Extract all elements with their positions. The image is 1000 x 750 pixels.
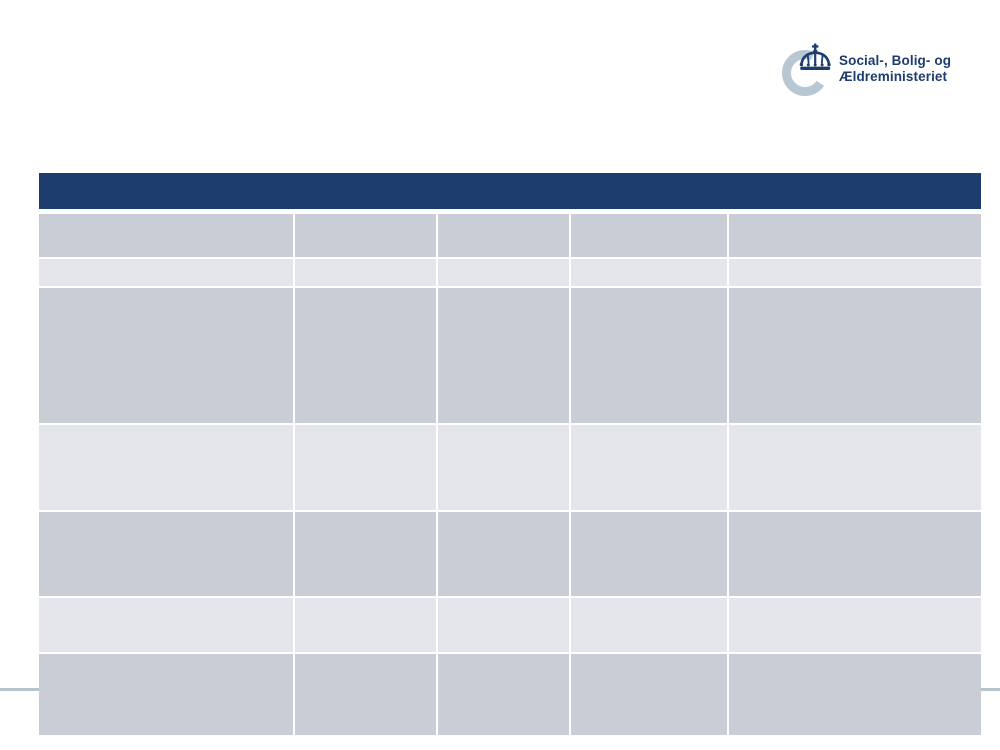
divider-line-left (0, 688, 39, 691)
table-row (39, 512, 981, 596)
crown-crescent-icon (782, 43, 831, 96)
table-cell (729, 288, 981, 423)
table-cell (295, 214, 436, 257)
table-cell (39, 654, 293, 735)
table-cell (571, 425, 727, 510)
table-cell (39, 259, 293, 286)
ministry-name-line2: Ældreministeriet (839, 69, 948, 84)
table-cell (571, 598, 727, 652)
table-cell (295, 654, 436, 735)
table-row (39, 214, 981, 257)
table-cell (39, 214, 293, 257)
table-cell (571, 512, 727, 596)
table-cell (571, 214, 727, 257)
ministry-logo: Social-, Bolig- og Ældreministeriet (780, 42, 951, 96)
table-cell (295, 259, 436, 286)
table-cell (729, 654, 981, 735)
table-cell (729, 512, 981, 596)
table-cell (295, 425, 436, 510)
ministry-name: Social-, Bolig- og Ældreministeriet (839, 53, 951, 86)
table-cell (571, 654, 727, 735)
table-cell (39, 598, 293, 652)
table-cell (438, 654, 569, 735)
table-cell (438, 214, 569, 257)
table-cell (438, 288, 569, 423)
table-cell (295, 512, 436, 596)
table-row (39, 654, 981, 735)
table-row (39, 425, 981, 510)
table-cell (39, 288, 293, 423)
table-cell (571, 288, 727, 423)
table-cell (729, 425, 981, 510)
ministry-name-line1: Social-, Bolig- og (839, 52, 952, 68)
table-cell (571, 259, 727, 286)
table-cell (39, 425, 293, 510)
table-cell (729, 259, 981, 286)
table-body (39, 214, 981, 735)
table-cell (438, 425, 569, 510)
table-row (39, 598, 981, 652)
table-cell (295, 288, 436, 423)
table-row (39, 259, 981, 286)
table-cell (438, 512, 569, 596)
divider-line-right (981, 688, 1000, 691)
table-cell (438, 598, 569, 652)
table-cell (729, 598, 981, 652)
table-cell (438, 259, 569, 286)
title-bar (39, 173, 981, 209)
table-cell (39, 512, 293, 596)
table-cell (729, 214, 981, 257)
table-cell (295, 598, 436, 652)
table-row (39, 288, 981, 423)
